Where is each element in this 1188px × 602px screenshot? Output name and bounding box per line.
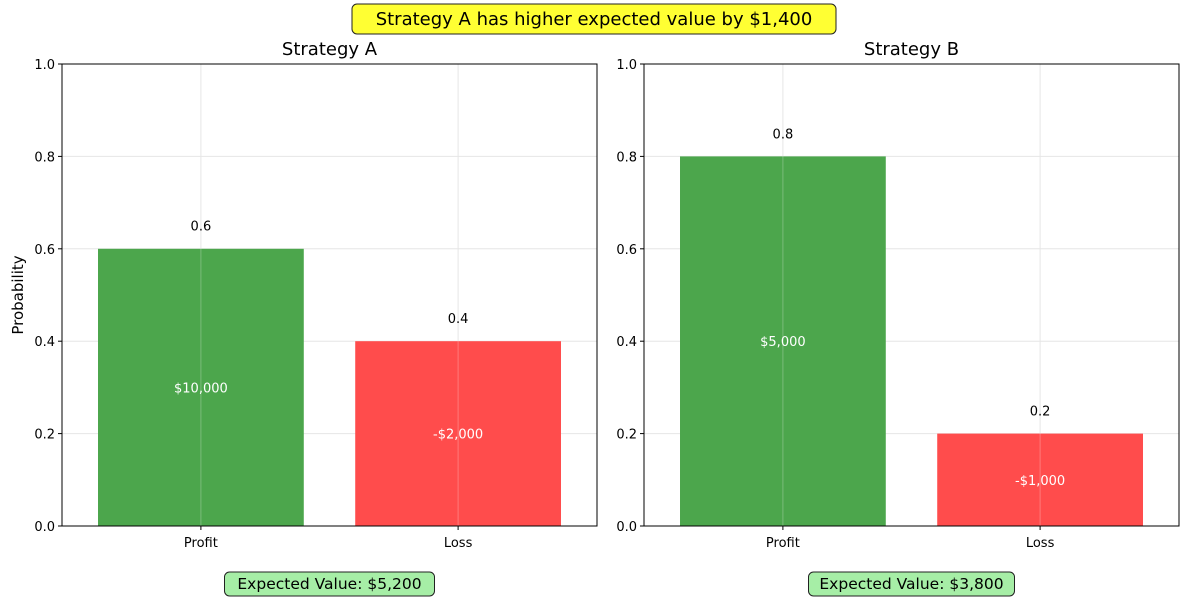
chart-panel-2: 0.8 $5,000 0.2 -$1,000 0.0 0.2 0.4 0.6 0.8 1.0 Pro… <box>616 39 1180 597</box>
y-tick-label: 0.8 <box>616 150 637 165</box>
expected-value-text: Expected Value: $3,800 <box>819 575 1003 593</box>
chart-panel-1: 0.6 $10,000 0.4 -$2,000 0.0 0.2 0.4 0.6 0.8 1.0 Pr… <box>9 39 598 597</box>
bar-outcome-label: -$1,000 <box>1015 474 1065 489</box>
expected-value-text: Expected Value: $5,200 <box>237 575 421 593</box>
y-tick-label: 0.2 <box>616 428 637 443</box>
expected-value-box <box>808 571 1015 597</box>
bar-value-label: 0.6 <box>191 220 212 235</box>
suptitle-box <box>351 3 837 35</box>
y-tick-label: 0.4 <box>616 335 637 350</box>
y-tick-label: 1.0 <box>616 58 637 73</box>
bar-outcome-label: -$2,000 <box>433 428 483 443</box>
bar-value-label: 0.2 <box>1030 405 1051 420</box>
panel-title: Strategy B <box>864 39 959 60</box>
y-tick-label: 0.2 <box>34 428 55 443</box>
axes-frame <box>643 63 1180 527</box>
x-tick-label: Loss <box>1026 536 1055 551</box>
bar-loss <box>355 341 561 526</box>
bar-value-label: 0.8 <box>773 127 794 142</box>
bar-outcome-label: $5,000 <box>760 335 806 350</box>
y-axis-label: Probability <box>9 255 27 334</box>
y-tick-label: 0.6 <box>616 243 637 258</box>
y-tick-label: 0.6 <box>34 243 55 258</box>
y-tick-label: 0.0 <box>34 520 55 535</box>
suptitle-text: Strategy A has higher expected value by … <box>376 9 813 30</box>
x-tick-label: Loss <box>444 536 473 551</box>
bar-loss <box>937 433 1143 526</box>
bar-profit <box>680 156 886 526</box>
y-tick-label: 0.8 <box>34 150 55 165</box>
x-tick-label: Profit <box>184 536 218 551</box>
expected-value-box <box>224 571 435 597</box>
bar-outcome-label: $10,000 <box>174 381 228 396</box>
chart-panels: 0.6 $10,000 0.4 -$2,000 0.0 0.2 0.4 0.6 0.8 1.0 Pr… <box>9 39 1180 597</box>
y-tick-label: 1.0 <box>34 58 55 73</box>
y-tick-label: 0.0 <box>616 520 637 535</box>
y-tick-label: 0.4 <box>34 335 55 350</box>
panel-title: Strategy A <box>282 39 378 60</box>
bar-profit <box>98 248 304 527</box>
suptitle: Strategy A has higher expected value by … <box>351 3 837 35</box>
bar-value-label: 0.4 <box>448 312 469 327</box>
axes-frame <box>61 63 598 527</box>
x-tick-label: Profit <box>766 536 800 551</box>
